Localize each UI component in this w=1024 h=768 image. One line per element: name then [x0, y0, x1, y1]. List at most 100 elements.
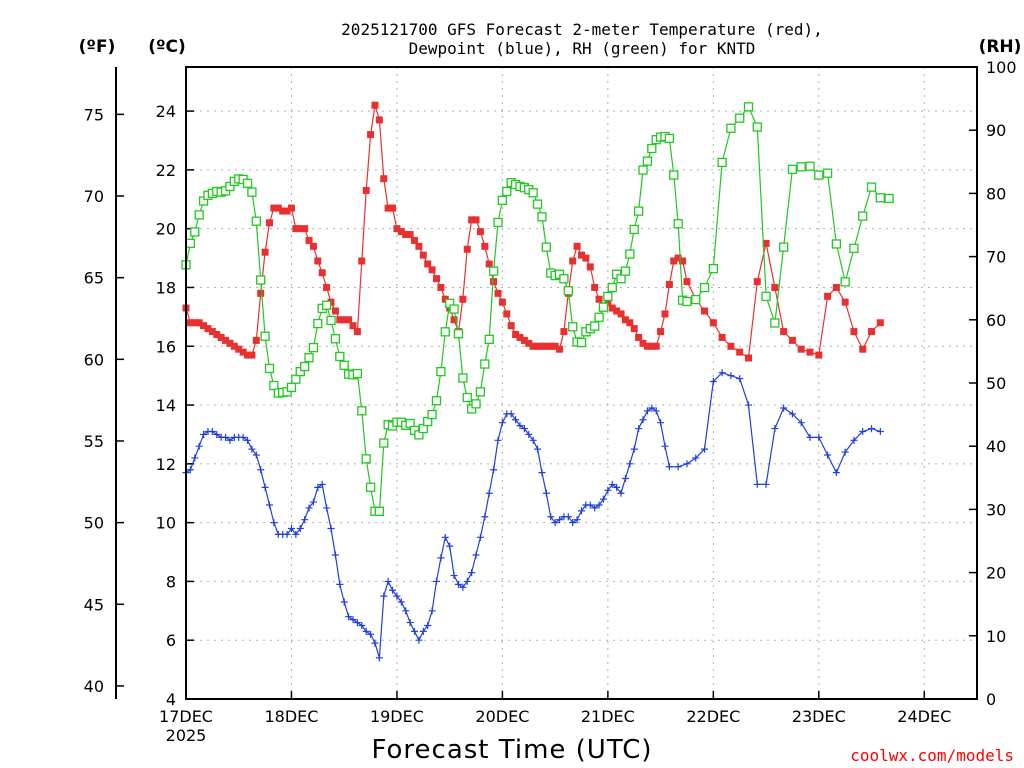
- series-relative-humidity: [181, 102, 894, 516]
- data-point: [604, 298, 612, 306]
- data-point: [876, 428, 884, 436]
- data-point: [468, 569, 476, 577]
- data-point: [308, 342, 319, 353]
- data-point: [788, 336, 796, 344]
- data-point: [674, 463, 682, 471]
- celsius-tick-label: 18: [156, 278, 176, 297]
- data-point: [538, 342, 546, 350]
- fahrenheit-tick-label: 60: [84, 350, 104, 369]
- data-point: [771, 283, 779, 291]
- data-point: [661, 310, 669, 318]
- data-point: [367, 630, 375, 638]
- data-point: [269, 380, 279, 391]
- celsius-axis: 4 6 8 10 12 14 16 18 20 22 24: [156, 102, 194, 709]
- data-point: [664, 133, 675, 144]
- data-point: [507, 410, 515, 418]
- data-point: [226, 436, 234, 444]
- data-point: [336, 316, 344, 324]
- data-point: [252, 451, 260, 459]
- data-point: [718, 369, 726, 377]
- data-point: [563, 286, 573, 296]
- data-point: [265, 219, 273, 227]
- data-point: [617, 489, 625, 497]
- rh-tick-label: 30: [986, 500, 1006, 519]
- data-point: [380, 175, 388, 183]
- data-point: [191, 454, 199, 462]
- data-point: [859, 345, 867, 353]
- data-point: [796, 162, 806, 172]
- data-point: [436, 366, 446, 377]
- fahrenheit-tick-label: 75: [84, 105, 104, 124]
- data-point: [374, 506, 385, 516]
- data-point: [283, 207, 291, 215]
- data-point: [309, 498, 317, 506]
- rh-tick-label: 50: [986, 374, 1006, 393]
- data-point: [568, 322, 578, 332]
- data-point: [805, 161, 815, 171]
- data-point: [260, 331, 270, 341]
- data-point: [529, 342, 537, 350]
- data-point: [432, 577, 440, 585]
- data-point: [771, 425, 779, 433]
- data-point: [208, 428, 216, 436]
- data-point: [389, 204, 397, 212]
- data-point: [884, 193, 894, 204]
- data-point: [186, 319, 194, 327]
- data-point: [331, 307, 339, 315]
- data-point: [384, 204, 392, 212]
- data-point: [841, 298, 849, 306]
- data-point: [621, 316, 629, 324]
- data-point: [476, 228, 484, 236]
- fahrenheit-unit-label: (ºF): [79, 37, 116, 57]
- data-point: [353, 328, 361, 336]
- rh-unit-label: (RH): [979, 37, 1022, 57]
- data-point: [529, 436, 537, 444]
- data-point: [497, 195, 508, 206]
- data-point: [291, 374, 301, 384]
- data-point: [590, 321, 600, 331]
- data-point: [727, 342, 735, 350]
- data-point: [512, 416, 520, 424]
- data-point: [257, 289, 265, 297]
- data-point: [753, 480, 761, 488]
- data-point: [365, 482, 376, 492]
- data-point: [761, 291, 771, 302]
- data-point: [608, 304, 616, 312]
- data-point: [406, 619, 414, 627]
- rh-tick-label: 20: [986, 564, 1006, 583]
- data-point: [488, 266, 499, 276]
- data-point: [244, 436, 252, 444]
- data-point: [626, 319, 634, 327]
- data-point: [468, 216, 476, 224]
- rh-tick-label: 40: [986, 437, 1006, 456]
- data-point: [850, 328, 858, 336]
- data-point: [665, 463, 673, 471]
- data-point: [345, 316, 353, 324]
- data-point: [701, 445, 709, 453]
- data-point: [402, 607, 410, 615]
- data-point: [345, 613, 353, 621]
- data-point: [490, 466, 498, 474]
- data-point: [371, 639, 379, 647]
- data-point: [528, 188, 538, 198]
- data-point: [850, 436, 858, 444]
- data-point: [450, 316, 458, 324]
- fahrenheit-tick-label: 45: [84, 595, 104, 614]
- data-point: [265, 501, 273, 509]
- data-point: [494, 289, 502, 297]
- data-point: [815, 433, 823, 441]
- data-point: [222, 336, 230, 344]
- data-point: [582, 254, 590, 262]
- data-point: [849, 243, 859, 254]
- data-point: [726, 123, 736, 133]
- data-point: [449, 304, 459, 314]
- data-point: [204, 325, 212, 333]
- data-point: [301, 225, 309, 233]
- celsius-tick-label: 6: [166, 631, 176, 650]
- data-point: [480, 359, 490, 369]
- rh-tick-label: 90: [986, 121, 1006, 140]
- data-point: [440, 327, 450, 337]
- data-point: [744, 401, 752, 409]
- data-point: [200, 430, 208, 438]
